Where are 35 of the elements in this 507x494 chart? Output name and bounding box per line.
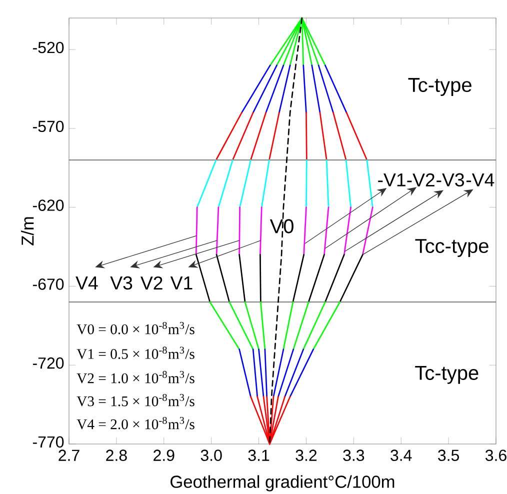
x-tick-label: 3.5 bbox=[438, 450, 459, 461]
y-tick-label: -720 bbox=[32, 357, 64, 369]
x-axis-title: Geothermal gradient°C/100m bbox=[170, 475, 394, 492]
y-tick-label: -520 bbox=[32, 42, 64, 54]
annotation: V3 = 1.5 × 10$^{-8}$m$^{3}$/s bbox=[76, 394, 194, 406]
x-tick-label: 3.3 bbox=[343, 450, 364, 461]
x-tick-label: 3.2 bbox=[296, 450, 317, 461]
annotation: -V2 bbox=[407, 173, 434, 186]
annotation: Tc-type bbox=[408, 78, 472, 96]
annotation: V3 bbox=[110, 276, 132, 290]
y-axis-title: Z/m bbox=[21, 217, 34, 246]
annotation: V1 = 0.5 × 10$^{-8}$m$^{3}$/s bbox=[76, 346, 194, 360]
annotation: -V4 bbox=[466, 173, 494, 186]
x-tick-label: 3.6 bbox=[485, 450, 506, 461]
annotation: V0 bbox=[270, 219, 294, 234]
y-tick-label: -620 bbox=[32, 200, 64, 211]
annotation: -V3 bbox=[436, 173, 464, 186]
y-tick-label: -570 bbox=[32, 120, 64, 132]
annotation: V2 bbox=[140, 276, 162, 290]
annotation: Tcc-type bbox=[415, 239, 488, 257]
x-tick-label: 2.8 bbox=[106, 450, 127, 461]
x-tick-label: 2.9 bbox=[154, 450, 174, 461]
x-tick-label: 2.7 bbox=[58, 450, 80, 461]
annotation: Tc-type bbox=[415, 366, 478, 384]
y-tick-label: -770 bbox=[32, 436, 64, 448]
annotation: V1 bbox=[170, 276, 192, 290]
x-tick-label: 3.0 bbox=[200, 450, 222, 461]
y-tick-label: -670 bbox=[32, 278, 64, 290]
annotation: V2 = 1.0 × 10$^{-8}$m$^{3}$/s bbox=[76, 370, 194, 384]
annotation: V4 bbox=[76, 276, 98, 290]
x-tick-label: 3.4 bbox=[390, 450, 412, 461]
annotation: V4 = 2.0 × 10$^{-8}$m$^{3}$/s bbox=[76, 416, 194, 430]
annotation: -V1 bbox=[378, 173, 406, 186]
annotation: V0 = 0.0 × 10$^{-8}$m$^{3}$/s bbox=[76, 322, 194, 334]
x-tick-label: 3.1 bbox=[248, 450, 270, 461]
